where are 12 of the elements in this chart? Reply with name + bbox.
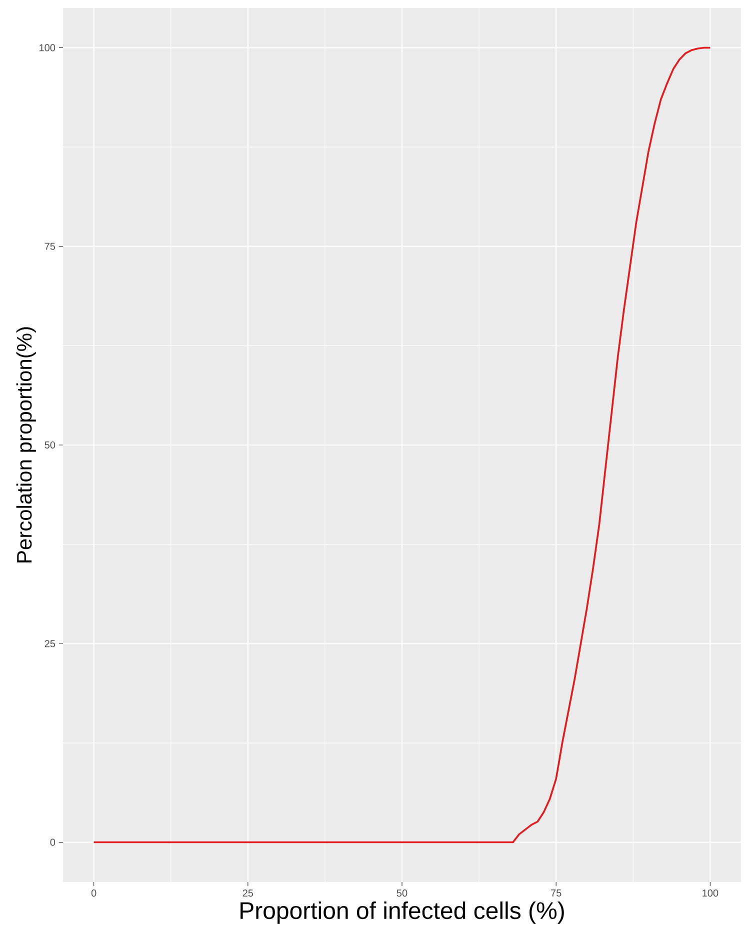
y-tick-label: 75 [44,242,56,250]
x-tick-label: 0 [91,890,96,897]
y-axis-title: Percolation proportion(%) [16,327,36,562]
x-axis-title: Proportion of infected cells (%) [240,901,564,924]
x-tick-label: 100 [702,890,718,897]
y-tick-label: 0 [50,838,56,846]
y-tick-label: 100 [40,44,56,52]
x-tick-label: 75 [551,890,562,897]
y-tick-label: 50 [44,441,56,449]
x-tick-label: 25 [242,890,254,897]
x-tick-label: 50 [396,890,408,897]
y-tick-label: 25 [44,640,56,648]
